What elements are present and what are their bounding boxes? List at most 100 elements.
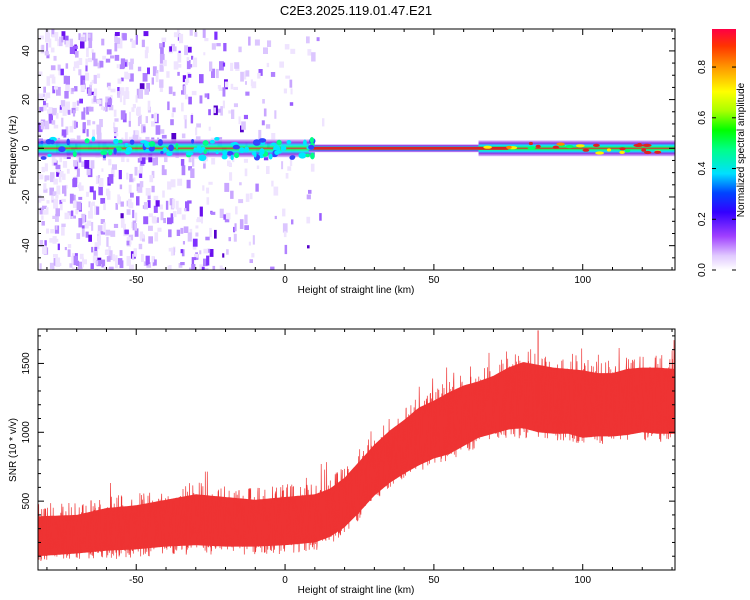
noise-cell <box>92 201 95 206</box>
noise-cell <box>289 157 293 167</box>
noise-cell <box>52 191 57 196</box>
noise-cell <box>65 101 70 109</box>
noise-cell <box>215 68 219 79</box>
noise-cell <box>76 135 81 140</box>
band-blob <box>506 145 512 149</box>
noise-cell <box>52 86 56 94</box>
noise-cell <box>70 213 73 219</box>
band-blob <box>222 150 228 156</box>
noise-cell <box>159 204 163 210</box>
noise-cell <box>97 230 101 235</box>
noise-cell <box>144 88 149 95</box>
colorbar-tick-label: 0.4 <box>697 161 708 175</box>
noise-cell <box>207 93 210 100</box>
band-blob <box>166 151 173 156</box>
noise-cell <box>204 93 208 98</box>
band-blob <box>253 152 257 158</box>
noise-cell <box>132 253 135 260</box>
noise-cell <box>208 126 211 131</box>
noise-cell <box>270 72 276 77</box>
noise-cell <box>53 55 57 61</box>
band-blob <box>305 153 310 158</box>
x-tick-label: 0 <box>282 575 288 586</box>
noise-cell <box>233 233 237 242</box>
noise-cell <box>65 105 69 114</box>
noise-cell <box>90 263 94 269</box>
noise-cell <box>55 164 61 170</box>
band-blob <box>226 151 234 156</box>
noise-cell <box>43 100 46 109</box>
noise-cell <box>88 210 93 219</box>
noise-cell <box>203 268 209 270</box>
noise-cell <box>61 198 66 202</box>
noise-cell <box>44 240 47 248</box>
band-blob <box>239 147 245 154</box>
noise-cell <box>55 166 61 172</box>
noise-cell <box>147 200 151 208</box>
noise-cell <box>103 222 106 233</box>
noise-cell <box>73 61 78 69</box>
noise-cell <box>160 47 164 55</box>
noise-cell <box>79 98 83 104</box>
noise-cell <box>194 32 198 37</box>
snr-ylabel: SNR (10 * v/v) <box>8 418 19 482</box>
noise-cell <box>74 44 77 55</box>
noise-cell <box>92 52 96 61</box>
noise-cell <box>129 173 133 182</box>
noise-cell <box>43 188 48 193</box>
band-blob <box>298 152 307 159</box>
noise-cell <box>65 63 69 69</box>
noise-cell <box>113 223 119 228</box>
noise-cell <box>204 38 209 42</box>
noise-cell <box>51 76 56 84</box>
noise-cell <box>159 79 164 88</box>
band-blob <box>286 140 292 145</box>
noise-cell <box>187 73 192 78</box>
noise-cell <box>51 29 55 37</box>
band-blob <box>642 143 652 147</box>
band-blob <box>309 137 314 144</box>
noise-cell <box>86 169 91 176</box>
noise-cell <box>186 60 191 70</box>
noise-cell <box>159 64 164 72</box>
noise-cell <box>190 168 195 178</box>
noise-cell <box>118 170 122 180</box>
noise-cell <box>147 67 150 75</box>
noise-cell <box>113 122 116 129</box>
noise-cell <box>50 229 54 234</box>
noise-cell <box>86 129 89 137</box>
noise-cell <box>187 75 190 83</box>
band-blob <box>528 141 534 146</box>
noise-cell <box>209 249 214 257</box>
noise-cell <box>95 260 99 266</box>
noise-cell <box>78 196 83 200</box>
noise-cell <box>120 110 126 120</box>
noise-cell <box>206 255 210 266</box>
noise-cell <box>155 125 161 135</box>
noise-cell <box>138 88 143 99</box>
noise-cell <box>199 95 203 104</box>
noise-cell <box>274 110 277 119</box>
noise-cell <box>244 225 249 230</box>
noise-cell <box>139 173 143 178</box>
noise-cell <box>212 265 216 270</box>
band-blob <box>244 146 250 153</box>
snr-ticks: -50 0 50 100 500 1000 1500 <box>21 329 675 586</box>
y-tick-label: 500 <box>21 492 32 509</box>
noise-cell <box>148 225 153 231</box>
noise-cell <box>222 100 225 109</box>
noise-cell <box>115 203 118 210</box>
noise-cell <box>148 154 153 163</box>
noise-cell <box>80 185 84 191</box>
noise-cell <box>137 66 142 72</box>
noise-cell <box>159 43 163 49</box>
noise-cell <box>119 184 123 190</box>
noise-cell <box>187 46 192 53</box>
noise-cell <box>181 90 184 95</box>
noise-cell <box>178 64 182 68</box>
noise-cell <box>146 262 152 268</box>
noise-cell <box>88 106 94 112</box>
noise-cell <box>45 33 50 43</box>
band-blob <box>637 142 642 147</box>
noise-cell <box>44 123 49 127</box>
